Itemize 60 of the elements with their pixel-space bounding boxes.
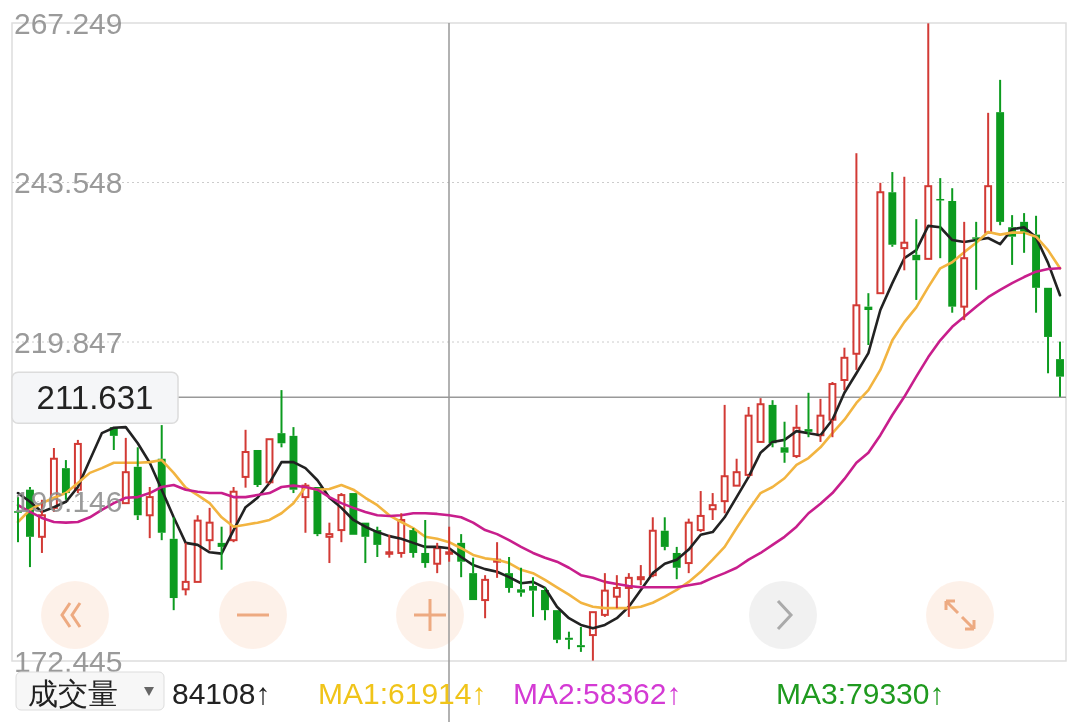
candlestick	[900, 175, 909, 272]
candlestick	[1056, 340, 1064, 398]
candlestick	[313, 487, 322, 538]
candlestick	[588, 611, 597, 662]
candlestick	[469, 556, 478, 601]
candlestick	[924, 22, 933, 260]
y-tick-label: 172.445	[14, 644, 123, 678]
text: 成交量	[28, 677, 118, 710]
candlestick	[169, 516, 178, 612]
candlestick	[804, 391, 813, 439]
candlestick	[541, 586, 549, 622]
candlestick	[133, 446, 142, 521]
candlestick	[421, 518, 430, 569]
text: MA3:79330↑	[776, 677, 945, 710]
candlestick	[912, 218, 921, 301]
candlestick	[732, 457, 741, 487]
candlestick	[888, 171, 897, 248]
candlestick	[852, 152, 861, 371]
candlestick	[205, 506, 214, 552]
candlestick	[529, 576, 537, 618]
candlestick	[696, 490, 705, 534]
candlestick	[828, 381, 837, 439]
candlestick	[481, 574, 490, 620]
candlestick	[612, 574, 621, 610]
y-tick-label: 219.847	[14, 325, 123, 359]
candlestick	[385, 533, 394, 559]
candlestick	[433, 541, 442, 575]
candlestick	[684, 517, 693, 575]
candlestick	[1044, 287, 1052, 375]
candlestick	[840, 346, 849, 392]
y-tick-label: 267.249	[14, 6, 123, 40]
candlestick	[768, 399, 777, 449]
candlestick	[648, 516, 657, 579]
candlestick	[121, 436, 130, 505]
candlestick	[960, 220, 969, 322]
candlestick	[145, 486, 154, 540]
candlestick	[744, 405, 753, 478]
candlestick	[193, 514, 202, 583]
candlestick	[600, 572, 609, 618]
candlestick	[756, 397, 765, 443]
candlestick	[948, 187, 957, 314]
ref-line-label: 211.631	[36, 379, 154, 417]
y-tick-label: 243.548	[14, 166, 123, 199]
candlestick	[780, 420, 789, 464]
text: 84108↑	[172, 677, 271, 710]
candlestick	[576, 625, 585, 653]
candlestick	[636, 564, 645, 587]
candlestick	[241, 428, 250, 489]
candlestick	[984, 111, 993, 234]
candlestick	[876, 181, 885, 295]
candlestick	[517, 566, 525, 598]
text: MA1:61914↑	[318, 677, 487, 710]
candlestick	[181, 541, 190, 597]
candlestick	[972, 220, 981, 291]
text: MA2:58362↑	[513, 677, 682, 710]
candlestick	[325, 521, 334, 565]
candlestick	[720, 403, 729, 515]
candlestick	[445, 525, 454, 563]
candlestick	[564, 630, 573, 651]
candlestick	[708, 492, 717, 521]
